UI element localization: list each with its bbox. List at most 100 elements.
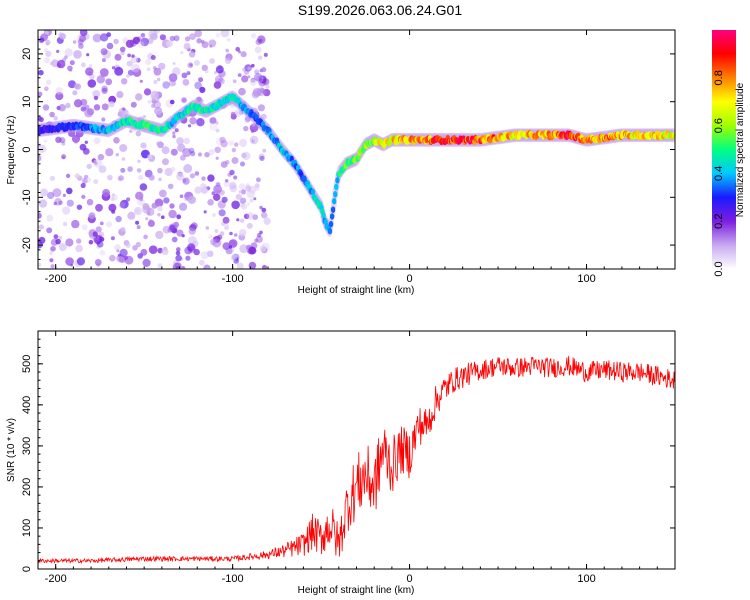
noise-blob bbox=[127, 166, 133, 172]
noise-blob bbox=[238, 183, 246, 190]
noise-blob bbox=[113, 38, 119, 45]
noise-blob bbox=[169, 35, 175, 42]
noise-blob bbox=[239, 218, 245, 223]
noise-blob bbox=[162, 225, 171, 234]
noise-blob bbox=[84, 174, 89, 179]
noise-blob bbox=[146, 67, 151, 72]
noise-blob bbox=[118, 255, 127, 263]
noise-blob bbox=[84, 140, 89, 144]
noise-blob bbox=[230, 111, 236, 117]
noise-blob bbox=[233, 175, 238, 180]
spectrogram-marks bbox=[38, 30, 675, 269]
noise-blob bbox=[154, 106, 163, 116]
noise-blob bbox=[259, 38, 263, 42]
noise-blob bbox=[256, 177, 261, 183]
noise-blob bbox=[73, 83, 79, 89]
noise-blob bbox=[209, 117, 217, 125]
noise-blob bbox=[107, 174, 113, 181]
noise-blob bbox=[99, 221, 104, 226]
noise-blob bbox=[65, 238, 74, 247]
noise-blob bbox=[53, 234, 59, 240]
noise-blob bbox=[204, 152, 210, 158]
noise-blob bbox=[196, 38, 202, 44]
noise-blob bbox=[115, 215, 122, 223]
x-tick-label: 100 bbox=[577, 273, 595, 285]
noise-blob bbox=[93, 158, 103, 168]
noise-blob bbox=[108, 101, 115, 108]
noise-blob bbox=[93, 179, 99, 185]
noise-blob bbox=[246, 212, 255, 220]
noise-blob bbox=[88, 212, 96, 220]
noise-blob bbox=[207, 174, 215, 182]
noise-blob bbox=[175, 250, 181, 256]
noise-blob bbox=[114, 244, 121, 251]
noise-blob bbox=[176, 214, 182, 220]
noise-blob bbox=[137, 159, 141, 163]
noise-blob bbox=[235, 193, 242, 200]
noise-blob bbox=[131, 54, 135, 58]
noise-blob bbox=[38, 236, 46, 244]
noise-blob bbox=[120, 50, 125, 56]
noise-blob bbox=[140, 37, 149, 47]
noise-blob bbox=[157, 167, 163, 174]
noise-blob bbox=[142, 203, 150, 210]
noise-blob bbox=[146, 207, 155, 216]
noise-blob bbox=[49, 258, 54, 263]
noise-blob bbox=[137, 41, 145, 49]
noise-blob bbox=[265, 84, 270, 89]
noise-blob bbox=[224, 57, 232, 64]
x-tick-label: -100 bbox=[222, 273, 244, 285]
noise-blob bbox=[159, 34, 166, 41]
noise-blob bbox=[234, 142, 239, 147]
noise-blob bbox=[74, 173, 80, 179]
noise-blob bbox=[215, 128, 220, 133]
y-tick-label: 200 bbox=[21, 478, 33, 496]
noise-blob bbox=[133, 206, 143, 216]
noise-blob bbox=[102, 189, 110, 197]
noise-blob bbox=[99, 236, 105, 242]
noise-blob bbox=[40, 188, 48, 197]
noise-blob bbox=[76, 238, 82, 244]
snr-xlabel: Height of straight line (km) bbox=[298, 585, 415, 596]
noise-blob bbox=[145, 59, 152, 66]
noise-blob bbox=[196, 96, 202, 102]
noise-blob bbox=[238, 50, 241, 54]
x-tick-label: 0 bbox=[407, 273, 413, 285]
noise-blob bbox=[248, 246, 257, 255]
y-tick-label: 300 bbox=[21, 437, 33, 455]
noise-blob bbox=[43, 139, 47, 143]
noise-blob bbox=[244, 69, 250, 75]
noise-blob bbox=[259, 230, 263, 235]
noise-blob bbox=[250, 129, 255, 133]
noise-blob bbox=[62, 193, 66, 197]
noise-blob bbox=[59, 137, 66, 144]
ridge-cell bbox=[327, 228, 333, 235]
snr-x-ticks: -200 -100 0 100 bbox=[37, 331, 676, 585]
noise-blob bbox=[169, 99, 175, 105]
noise-blob bbox=[168, 209, 177, 219]
noise-blob bbox=[85, 67, 94, 76]
noise-blob bbox=[135, 241, 141, 248]
noise-blob bbox=[135, 93, 143, 101]
noise-blob bbox=[58, 235, 63, 240]
noise-blob bbox=[232, 79, 237, 84]
noise-blob bbox=[215, 121, 219, 125]
noise-blob bbox=[61, 155, 66, 159]
noise-blob bbox=[189, 173, 195, 179]
noise-blob bbox=[196, 118, 205, 127]
noise-blob bbox=[212, 213, 216, 217]
noise-blob bbox=[119, 144, 128, 152]
noise-blob bbox=[131, 63, 140, 73]
noise-blob bbox=[259, 245, 267, 252]
noise-blob bbox=[190, 151, 196, 157]
y-tick-label: 10 bbox=[21, 96, 33, 108]
noise-blob bbox=[193, 59, 200, 66]
noise-blob bbox=[194, 81, 202, 90]
noise-blob bbox=[89, 64, 93, 68]
noise-blob bbox=[43, 47, 49, 53]
noise-blob bbox=[169, 224, 176, 231]
noise-blob bbox=[80, 106, 87, 112]
